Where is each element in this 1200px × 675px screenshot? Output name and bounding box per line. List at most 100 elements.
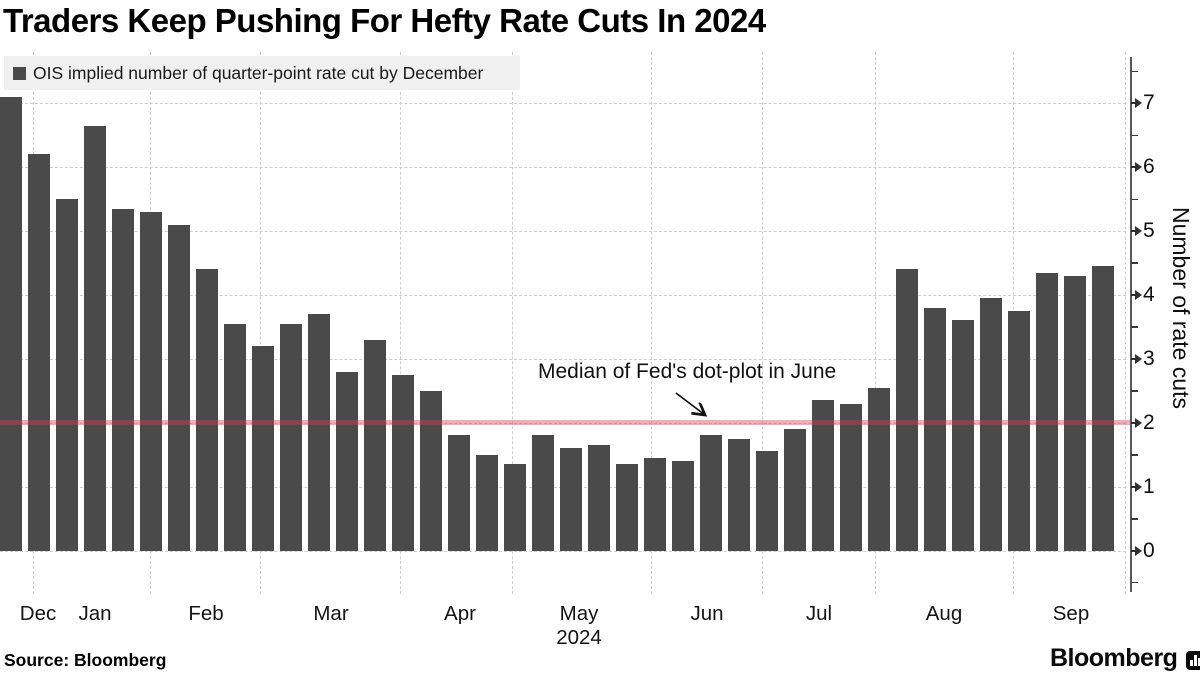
- y-axis-minor-tick: [1131, 262, 1138, 264]
- x-axis-month-label: Jun: [690, 602, 724, 625]
- x-axis-month-label: Sep: [1052, 602, 1090, 625]
- month-gridline: [651, 52, 652, 594]
- bloomberg-logo: Bloomberg: [1050, 644, 1200, 673]
- y-axis-tick: [1131, 485, 1138, 488]
- bar: [420, 390, 442, 551]
- value-gridline: [0, 294, 1126, 296]
- bar: [196, 269, 218, 551]
- bar: [168, 224, 190, 551]
- y-axis-tick-label: 4: [1143, 282, 1155, 306]
- y-axis-tick-arrow-icon: [1135, 226, 1142, 236]
- bar: [1064, 275, 1086, 551]
- value-gridline: [0, 550, 1126, 552]
- y-axis-tick-arrow-icon: [1135, 98, 1142, 109]
- x-axis-month-label: Mar: [313, 602, 349, 625]
- bar: [224, 323, 246, 551]
- bar: [308, 314, 330, 551]
- bloomberg-wordmark: Bloomberg: [1050, 644, 1178, 672]
- bar: [1036, 272, 1058, 551]
- y-axis-tick-arrow-icon: [1135, 545, 1142, 556]
- bar: [140, 211, 162, 551]
- bar: [112, 208, 134, 551]
- y-axis-minor-tick: [1131, 134, 1138, 137]
- y-axis-tick: [1131, 357, 1138, 360]
- source-credit: Source: Bloomberg: [4, 650, 167, 670]
- bar: [364, 339, 386, 551]
- bar: [1008, 310, 1030, 551]
- y-axis-minor-tick: [1131, 581, 1138, 584]
- bar-chart-icon: [1186, 650, 1200, 670]
- y-axis-minor-tick: [1131, 70, 1138, 73]
- x-axis-month-label: Jan: [78, 602, 112, 625]
- y-axis-tick-arrow-icon: [1135, 289, 1142, 300]
- bar: [560, 448, 582, 551]
- bar: [252, 346, 274, 551]
- bar: [392, 374, 414, 551]
- bar: [504, 464, 526, 551]
- bar: [476, 454, 498, 551]
- y-axis-tick: [1131, 102, 1138, 105]
- month-gridline: [762, 52, 763, 594]
- bar: [840, 403, 862, 551]
- month-gridline: [1125, 52, 1126, 594]
- y-axis-title: Number of rate cuts: [1168, 207, 1194, 409]
- bar: [644, 457, 666, 551]
- chart-title: Traders Keep Pushing For Hefty Rate Cuts…: [3, 2, 766, 39]
- value-gridline: [0, 231, 1126, 232]
- x-axis-year-label: 2024: [556, 626, 602, 649]
- bar: [336, 371, 358, 551]
- y-axis-tick-label: 2: [1143, 410, 1155, 434]
- y-axis-tick-arrow-icon: [1135, 417, 1142, 428]
- y-axis-tick-label: 0: [1143, 538, 1155, 562]
- refline-annotation: Median of Fed's dot-plot in June: [538, 360, 837, 383]
- x-axis-month-label: Jul: [805, 602, 833, 625]
- y-axis-tick-label: 1: [1143, 474, 1155, 498]
- month-gridline: [400, 52, 401, 594]
- legend-label: OIS implied number of quarter-point rate…: [33, 62, 484, 83]
- x-axis-month-label: Feb: [188, 602, 224, 625]
- value-gridline: [0, 103, 1126, 105]
- y-axis-minor-tick: [1131, 198, 1138, 201]
- y-axis-tick: [1131, 549, 1138, 552]
- y-axis-tick: [1131, 166, 1138, 169]
- y-axis-tick-label: 3: [1143, 346, 1155, 370]
- y-axis-tick-arrow-icon: [1135, 353, 1142, 364]
- month-gridline: [512, 52, 513, 594]
- month-gridline: [260, 52, 261, 594]
- x-axis-month-label: May: [559, 602, 599, 625]
- y-axis-minor-tick: [1131, 454, 1138, 456]
- y-axis-tick-arrow-icon: [1135, 481, 1142, 492]
- y-axis-minor-tick: [1131, 390, 1138, 392]
- bar: [448, 435, 470, 551]
- bar: [588, 445, 610, 551]
- bar: [28, 154, 50, 551]
- bar: [0, 96, 22, 551]
- bar: [728, 438, 750, 551]
- bar: [980, 298, 1002, 551]
- bar: [952, 320, 974, 551]
- bar: [756, 451, 778, 551]
- value-gridline: [0, 422, 1126, 424]
- y-axis-line: [1130, 57, 1132, 592]
- bar: [700, 435, 722, 551]
- y-axis-minor-tick: [1131, 518, 1138, 520]
- bar: [532, 435, 554, 551]
- y-axis-tick: [1131, 293, 1138, 296]
- bar: [616, 464, 638, 551]
- y-axis-tick-label: 7: [1143, 91, 1155, 115]
- bar: [924, 307, 946, 551]
- legend-swatch: [13, 66, 26, 80]
- legend: OIS implied number of quarter-point rate…: [4, 56, 520, 90]
- x-axis-month-label: Aug: [925, 602, 963, 625]
- y-axis-minor-tick: [1131, 326, 1138, 328]
- bar: [896, 269, 918, 551]
- bar: [868, 387, 890, 551]
- bar: [812, 400, 834, 551]
- bar: [280, 323, 302, 551]
- y-axis-tick: [1131, 230, 1138, 232]
- value-gridline: [0, 167, 1126, 169]
- bar: [1092, 266, 1114, 551]
- bar: [672, 461, 694, 551]
